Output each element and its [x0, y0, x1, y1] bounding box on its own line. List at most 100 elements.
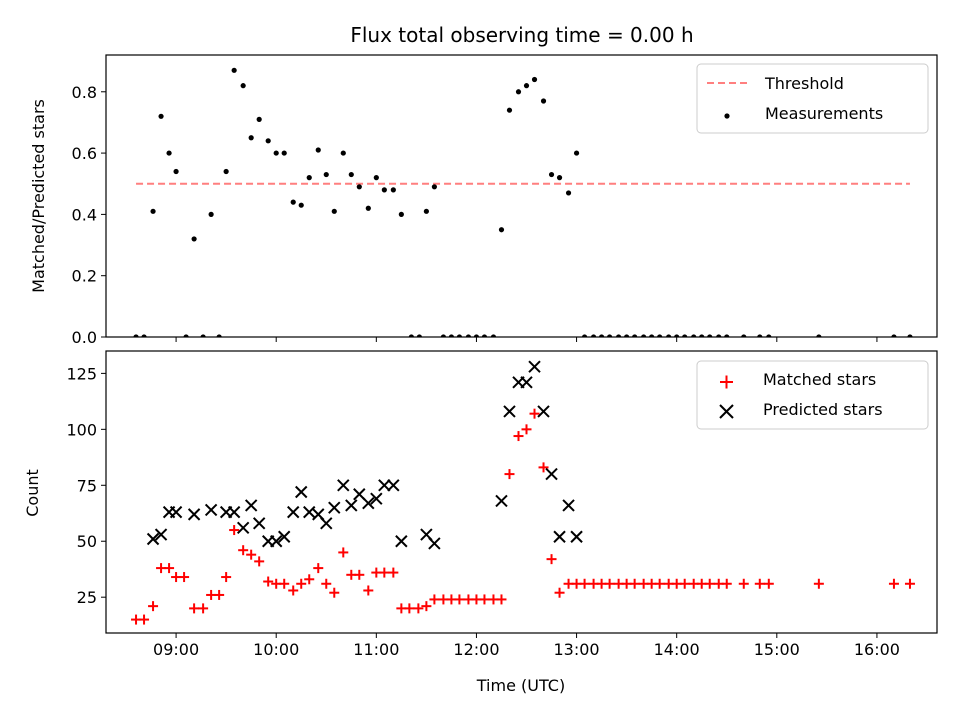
measurements-point [173, 168, 179, 175]
predicted-stars-point-b [395, 535, 408, 548]
measurements-point [290, 199, 296, 205]
matched-stars-point [604, 578, 615, 589]
predicted-stars-point-b [545, 467, 558, 481]
predicted-stars-point-b [362, 496, 375, 510]
measurements-point [816, 334, 822, 337]
top-ylabel: Matched/Predicted stars [29, 99, 48, 293]
predicted-stars-point-b [320, 517, 333, 530]
bottom-xtick-label: 16:00 [854, 640, 900, 659]
matched-stars-point [546, 554, 557, 565]
measurements-point [390, 187, 396, 193]
measurements-point [231, 67, 237, 73]
matched-stars-point [813, 578, 824, 589]
bottom-legend-box [696, 360, 929, 430]
measurements-point [573, 150, 580, 156]
measurements-point [141, 334, 147, 337]
matched-stars-point [263, 576, 274, 587]
predicted-stars-point-b [537, 405, 550, 418]
predicted-stars-point [287, 505, 300, 519]
matched-stars-point [404, 603, 415, 614]
bottom-xtick-label: 15:00 [754, 640, 800, 659]
matched-stars-point [579, 578, 590, 589]
predicted-stars-point-b [278, 530, 291, 543]
matched-stars-point [654, 578, 665, 589]
measurements-point [682, 334, 688, 337]
predicted-stars-point-b [312, 508, 325, 521]
predicted-stars-point [495, 494, 508, 508]
predicted-stars-point [503, 405, 516, 418]
legend-measurements-label: Measurements [765, 104, 883, 123]
bottom-series-group [131, 360, 915, 625]
measurements-point [465, 334, 472, 337]
bottom-ytick-label: 100 [66, 420, 97, 439]
predicted-stars-point-b [370, 492, 383, 505]
measurements-point [556, 175, 563, 181]
predicted-stars-point [187, 508, 201, 521]
predicted-stars-point-b [553, 530, 566, 543]
matched-stars-point [329, 587, 340, 598]
matched-stars-point [479, 594, 490, 605]
predicted-stars-point-b [269, 535, 283, 548]
bottom-axes: 09:00 10:00 11:00 12:00 13:00 14:00 15:00 16:00… [66, 364, 900, 659]
measurements-point [423, 208, 429, 214]
measurements-point [298, 202, 304, 208]
predicted-stars-point [154, 528, 168, 541]
measurements-point [398, 211, 404, 217]
top-series-group [133, 67, 913, 337]
measurements-point [456, 334, 463, 337]
measurements-point [616, 334, 622, 337]
measurements-point [381, 187, 387, 193]
measurements-point [223, 168, 229, 175]
predicted-stars-point [295, 485, 308, 499]
legend-predicted-swatch [719, 404, 734, 419]
predicted-stars-point [278, 530, 291, 543]
measurements-point [158, 113, 164, 119]
top-ytick-label: 0.4 [72, 205, 97, 224]
predicted-stars-point [227, 505, 241, 519]
measurements-point [340, 150, 346, 156]
bottom-xtick-label: 14:00 [654, 640, 700, 659]
predicted-stars-point [387, 479, 400, 492]
measurements-point [208, 211, 214, 217]
predicted-stars-point [428, 537, 441, 550]
predicted-stars-point [378, 479, 391, 492]
measurements-point [515, 89, 522, 95]
matched-stars-point [554, 587, 565, 598]
measurements-point [607, 334, 613, 337]
measurements-point [590, 334, 597, 337]
measurements-point [348, 171, 354, 178]
predicted-stars-point [204, 503, 218, 517]
predicted-stars-point-b [428, 537, 441, 550]
predicted-stars-point [303, 505, 316, 519]
measurements-point [649, 334, 655, 337]
predicted-stars-point [320, 517, 333, 530]
predicted-stars-point-b [328, 501, 341, 514]
predicted-stars-point-b [227, 505, 241, 519]
top-ytick-label: 0.6 [72, 144, 97, 163]
matched-stars-point [496, 594, 507, 605]
matched-stars-point [189, 603, 200, 614]
legend-measurements-swatch [724, 113, 730, 119]
predicted-stars-point [337, 479, 350, 492]
matched-stars-point [413, 603, 424, 614]
predicted-stars-point [362, 496, 375, 510]
measurements-point [281, 150, 287, 156]
matched-stars-point [504, 469, 515, 480]
matched-stars-point [454, 594, 465, 605]
measurements-point [741, 334, 747, 337]
figure-title: Flux total observing time = 0.00 h [350, 23, 693, 47]
measurements-point [757, 334, 763, 337]
top-panel: 0.00.20.40.60.8 Matched/Predicted stars … [29, 54, 938, 347]
bottom-ylabel: Count [23, 469, 42, 517]
bottom-panel: 09:00 10:00 11:00 12:00 13:00 14:00 15:00 16:00… [23, 350, 938, 695]
measurements-point [356, 184, 362, 190]
predicted-stars-point [252, 517, 266, 530]
measurements-point [707, 334, 713, 337]
matched-stars-point [529, 408, 540, 419]
measurements-point [273, 150, 279, 156]
predicted-stars-point-b [503, 405, 516, 418]
legend-predicted-label: Predicted stars [763, 400, 883, 419]
predicted-stars-point [545, 467, 558, 481]
matched-stars-point [229, 525, 240, 536]
predicted-stars-point-b [337, 479, 350, 492]
